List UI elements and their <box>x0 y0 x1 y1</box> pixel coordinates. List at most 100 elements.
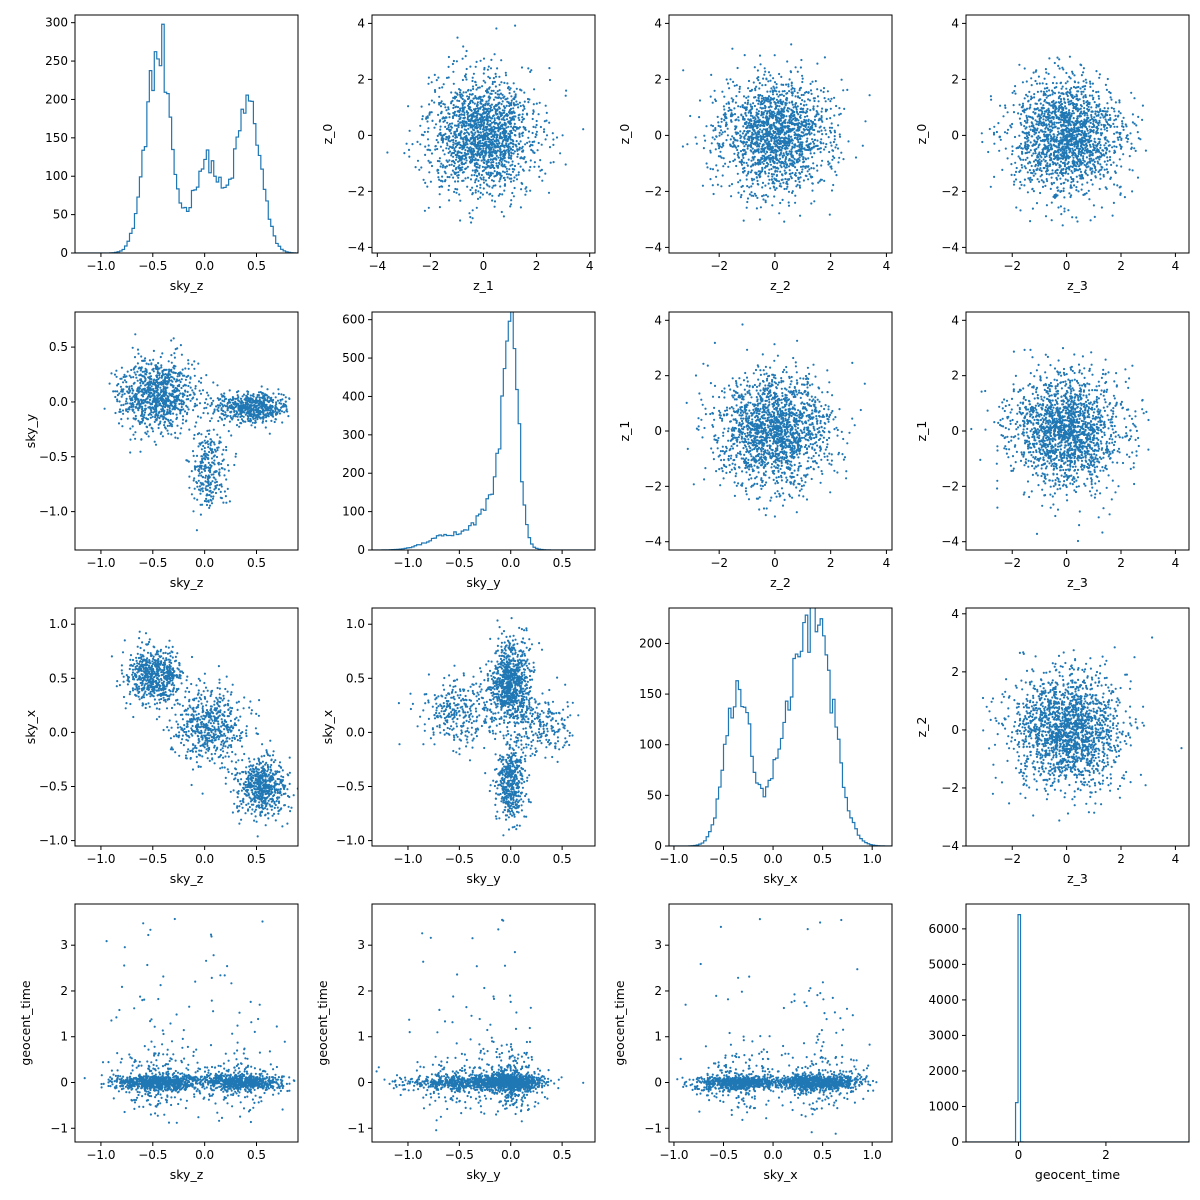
x-tick-label: 4 <box>883 556 891 570</box>
x-tick-label: 1.0 <box>863 852 882 866</box>
y-tick-label: −0.5 <box>39 450 68 464</box>
x-tick-label: −0.5 <box>709 1148 738 1162</box>
y-axis-label: z_0 <box>914 124 929 145</box>
data-marks <box>980 55 1147 227</box>
scatter-points <box>676 917 878 1135</box>
y-tick-label: 5000 <box>928 957 959 971</box>
y-tick-label: 3000 <box>928 1028 959 1042</box>
y-tick-label: −4 <box>941 535 959 549</box>
x-tick-label: 2 <box>533 259 541 273</box>
x-tick-label: 0.0 <box>195 556 214 570</box>
y-axis-label: z_2 <box>914 717 929 738</box>
y-tick-label: 1 <box>60 1030 68 1044</box>
axes-frame <box>965 607 1190 847</box>
scatter-points <box>110 630 298 838</box>
panel-r2-c1: −1.0 −0.5 0.0 0.5 −1.0 −0.5 0.0 0.5 1.0 sky_y sky_… <box>320 607 596 886</box>
x-axis-label: z_1 <box>473 278 494 293</box>
panel-r2-c2: −1.0 −0.5 0.0 0.5 1.0 0 50 100 150 200 sky_x <box>639 607 893 886</box>
x-tick-label: 0 <box>1063 852 1071 866</box>
data-marks <box>375 918 585 1132</box>
y-tick-label: −4 <box>347 240 365 254</box>
x-tick-label: 0 <box>1063 259 1071 273</box>
y-axis-label: geocent_time <box>315 980 330 1065</box>
y-tick-label: 250 <box>45 54 68 68</box>
y-tick-label: 1000 <box>928 1099 959 1113</box>
x-axis-label: sky_y <box>466 1167 501 1182</box>
x-axis-label: sky_z <box>170 871 204 886</box>
y-tick-label: 50 <box>647 788 662 802</box>
scatter-points <box>980 55 1147 227</box>
y-tick-label: 2 <box>357 984 365 998</box>
y-tick-label: 2 <box>654 72 662 86</box>
y-tick-label: 0 <box>357 128 365 142</box>
y-tick-label: 0 <box>951 424 959 438</box>
data-marks <box>110 630 298 838</box>
x-tick-label: 2 <box>1117 259 1125 273</box>
panel-r2-c3: −2 0 2 4 −4 −2 0 2 4 z_3 z_2 <box>914 607 1190 886</box>
axes-frame <box>371 607 596 847</box>
y-tick-label: −1 <box>644 1121 662 1135</box>
y-tick-label: 4 <box>951 313 959 327</box>
y-axis-label: geocent_time <box>612 980 627 1065</box>
y-tick-label: 0.5 <box>49 340 68 354</box>
x-tick-label: 0.5 <box>553 852 572 866</box>
panel-r0-c0: −1.0 −0.5 0.0 0.5 0 50 100 150 200 250 300 sky_z <box>45 14 299 293</box>
x-axis-label: geocent_time <box>1035 1167 1120 1182</box>
histogram-step <box>669 608 892 846</box>
y-tick-label: 0.0 <box>346 725 365 739</box>
scatter-points <box>386 24 585 224</box>
y-axis-label: sky_x <box>320 710 335 744</box>
x-axis-label: sky_z <box>170 1167 204 1182</box>
panel-r1-c2: −2 0 2 4 −4 −2 0 2 4 z_2 z_1 <box>617 311 893 590</box>
y-tick-label: 0.5 <box>346 671 365 685</box>
x-tick-label: −1.0 <box>86 1148 115 1162</box>
x-tick-label: 0.5 <box>813 852 832 866</box>
y-tick-label: 4 <box>951 607 959 621</box>
x-axis-label: z_3 <box>1067 278 1088 293</box>
y-tick-label: 2000 <box>928 1064 959 1078</box>
x-axis-label: z_3 <box>1067 871 1088 886</box>
y-axis-label: sky_y <box>23 413 38 448</box>
x-tick-label: 0 <box>480 259 488 273</box>
axes-frame <box>371 903 596 1143</box>
x-tick-label: 2 <box>1117 852 1125 866</box>
axes-frame <box>74 14 299 254</box>
x-tick-label: 0.5 <box>553 1148 572 1162</box>
y-tick-label: 0 <box>60 1076 68 1090</box>
y-tick-label: 0 <box>654 1076 662 1090</box>
x-axis-label: sky_z <box>170 575 204 590</box>
x-tick-label: −2 <box>710 259 728 273</box>
x-tick-label: 0 <box>771 556 779 570</box>
x-tick-label: 0.0 <box>764 852 783 866</box>
y-tick-label: −4 <box>941 839 959 853</box>
y-tick-label: 0 <box>951 1135 959 1149</box>
y-tick-label: −1 <box>347 1121 365 1135</box>
y-tick-label: 6000 <box>928 922 959 936</box>
y-tick-label: 1 <box>357 1030 365 1044</box>
axes-frame <box>74 607 299 847</box>
y-tick-label: 2 <box>951 72 959 86</box>
x-tick-label: 4 <box>883 259 891 273</box>
y-tick-label: 2 <box>654 984 662 998</box>
x-tick-label: −1.0 <box>86 852 115 866</box>
x-tick-label: −0.5 <box>445 1148 474 1162</box>
x-tick-label: 0.5 <box>247 852 266 866</box>
y-tick-label: 0 <box>654 424 662 438</box>
x-tick-label: 0.5 <box>553 556 572 570</box>
y-tick-label: −4 <box>941 240 959 254</box>
y-tick-label: −2 <box>941 479 959 493</box>
y-tick-label: 4 <box>357 16 365 30</box>
axes-frame <box>74 311 299 551</box>
x-tick-label: 0 <box>771 259 779 273</box>
y-tick-label: −1.0 <box>336 834 365 848</box>
x-tick-label: −0.5 <box>445 556 474 570</box>
x-tick-label: 0.0 <box>764 1148 783 1162</box>
data-marks <box>966 914 1189 1142</box>
x-axis-label: z_3 <box>1067 575 1088 590</box>
x-tick-label: −1.0 <box>393 556 422 570</box>
y-tick-label: 0.5 <box>49 671 68 685</box>
x-tick-label: 0.5 <box>813 1148 832 1162</box>
y-axis-label: sky_x <box>23 710 38 744</box>
panel-r3-c1: −1.0 −0.5 0.0 0.5 −1 0 1 2 3 sky_y geocent_time <box>315 903 596 1182</box>
